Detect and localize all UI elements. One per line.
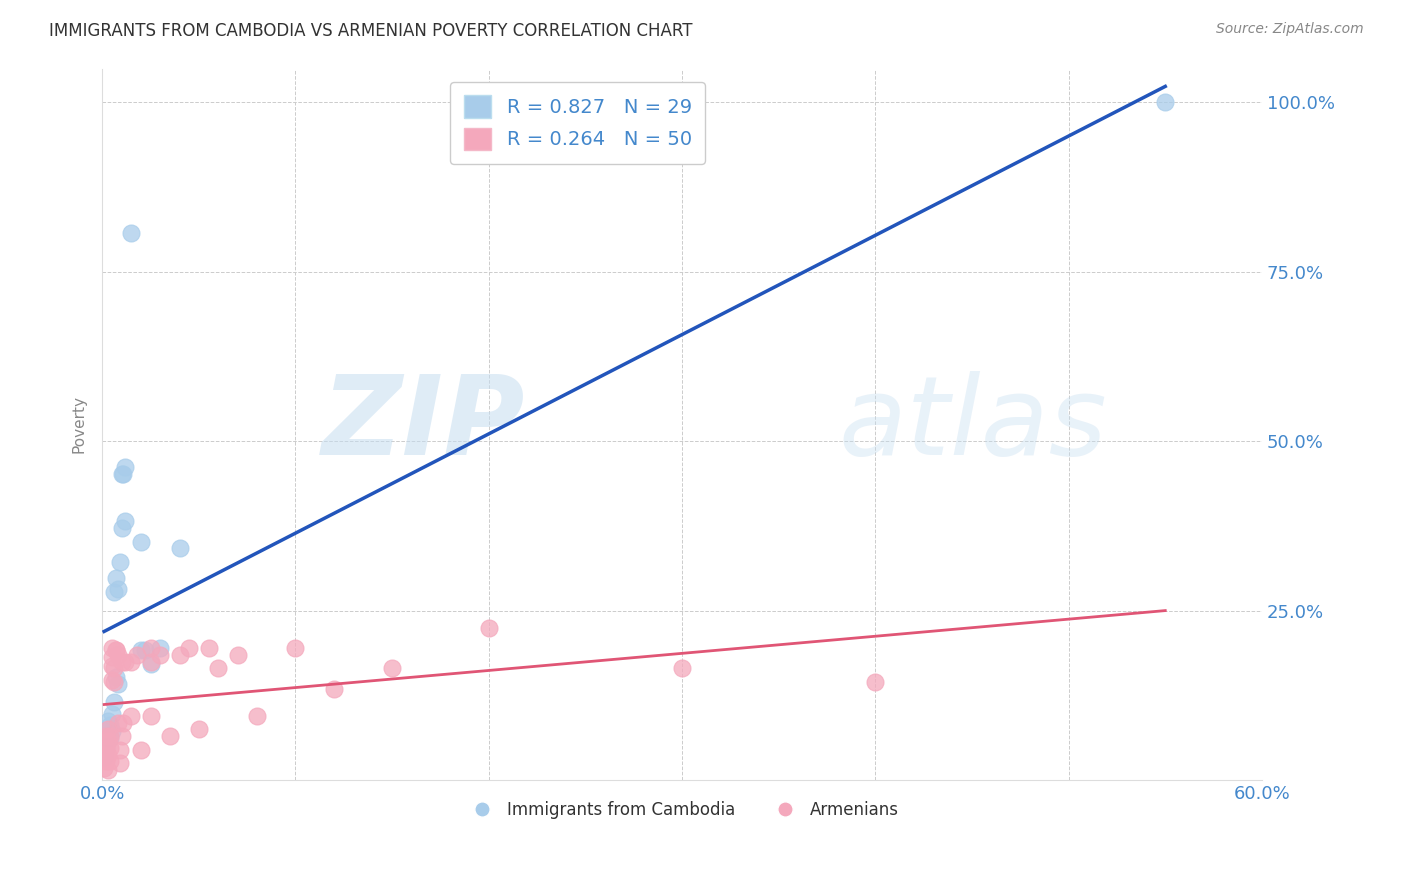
Text: IMMIGRANTS FROM CAMBODIA VS ARMENIAN POVERTY CORRELATION CHART: IMMIGRANTS FROM CAMBODIA VS ARMENIAN POV… <box>49 22 693 40</box>
Point <box>107 715 129 730</box>
Point <box>98 717 121 731</box>
Point <box>114 655 136 669</box>
Point <box>110 655 132 669</box>
Text: ZIP: ZIP <box>322 371 526 478</box>
Point <box>101 649 124 664</box>
Point <box>107 648 129 662</box>
Point <box>149 648 172 662</box>
Point <box>323 681 346 696</box>
Point <box>101 659 124 673</box>
Point <box>134 643 156 657</box>
Point <box>246 709 269 723</box>
Point <box>94 754 117 768</box>
Point <box>108 743 131 757</box>
Point <box>101 706 124 721</box>
Point <box>139 641 162 656</box>
Point <box>107 677 129 691</box>
Point <box>381 661 404 675</box>
Point <box>179 641 201 656</box>
Point <box>93 761 115 775</box>
Point <box>101 724 124 739</box>
Point <box>94 731 117 746</box>
Point <box>104 571 127 585</box>
Point <box>97 724 120 739</box>
Point <box>159 729 181 743</box>
Point <box>101 673 124 687</box>
Point <box>112 467 135 481</box>
Point <box>93 749 115 764</box>
Point <box>108 756 131 771</box>
Point <box>129 643 152 657</box>
Point <box>125 648 148 662</box>
Point <box>103 675 125 690</box>
Point <box>97 763 120 777</box>
Point <box>129 743 152 757</box>
Y-axis label: Poverty: Poverty <box>72 395 86 453</box>
Point <box>120 226 142 240</box>
Point <box>103 695 125 709</box>
Point <box>207 661 229 675</box>
Point <box>478 621 501 635</box>
Point <box>103 661 125 675</box>
Point <box>94 729 117 743</box>
Point <box>114 514 136 528</box>
Point <box>94 740 117 755</box>
Point <box>120 655 142 669</box>
Point <box>129 534 152 549</box>
Point <box>93 747 115 762</box>
Point <box>104 643 127 657</box>
Point <box>94 740 117 755</box>
Point <box>284 641 307 656</box>
Point <box>1154 95 1177 110</box>
Point <box>101 641 124 656</box>
Point <box>112 715 135 730</box>
Point <box>149 641 172 656</box>
Point <box>97 714 120 728</box>
Text: Source: ZipAtlas.com: Source: ZipAtlas.com <box>1216 22 1364 37</box>
Point <box>139 655 162 669</box>
Point <box>97 734 120 748</box>
Point <box>97 723 120 737</box>
Point <box>110 467 132 481</box>
Point <box>103 585 125 599</box>
Point <box>97 747 120 762</box>
Legend: Immigrants from Cambodia, Armenians: Immigrants from Cambodia, Armenians <box>458 794 905 825</box>
Point <box>671 661 693 675</box>
Point <box>139 709 162 723</box>
Text: atlas: atlas <box>838 371 1108 478</box>
Point <box>226 648 249 662</box>
Point <box>104 643 127 657</box>
Point <box>110 729 132 743</box>
Point <box>197 641 219 656</box>
Point <box>169 541 191 556</box>
Point <box>114 460 136 475</box>
Point <box>169 648 191 662</box>
Point <box>187 723 209 737</box>
Point <box>107 582 129 596</box>
Point <box>98 754 121 768</box>
Point <box>98 740 121 755</box>
Point <box>865 675 887 690</box>
Point <box>139 657 162 671</box>
Point <box>98 729 121 743</box>
Point <box>120 709 142 723</box>
Point <box>108 555 131 569</box>
Point <box>110 521 132 535</box>
Point <box>104 670 127 684</box>
Point <box>98 731 121 746</box>
